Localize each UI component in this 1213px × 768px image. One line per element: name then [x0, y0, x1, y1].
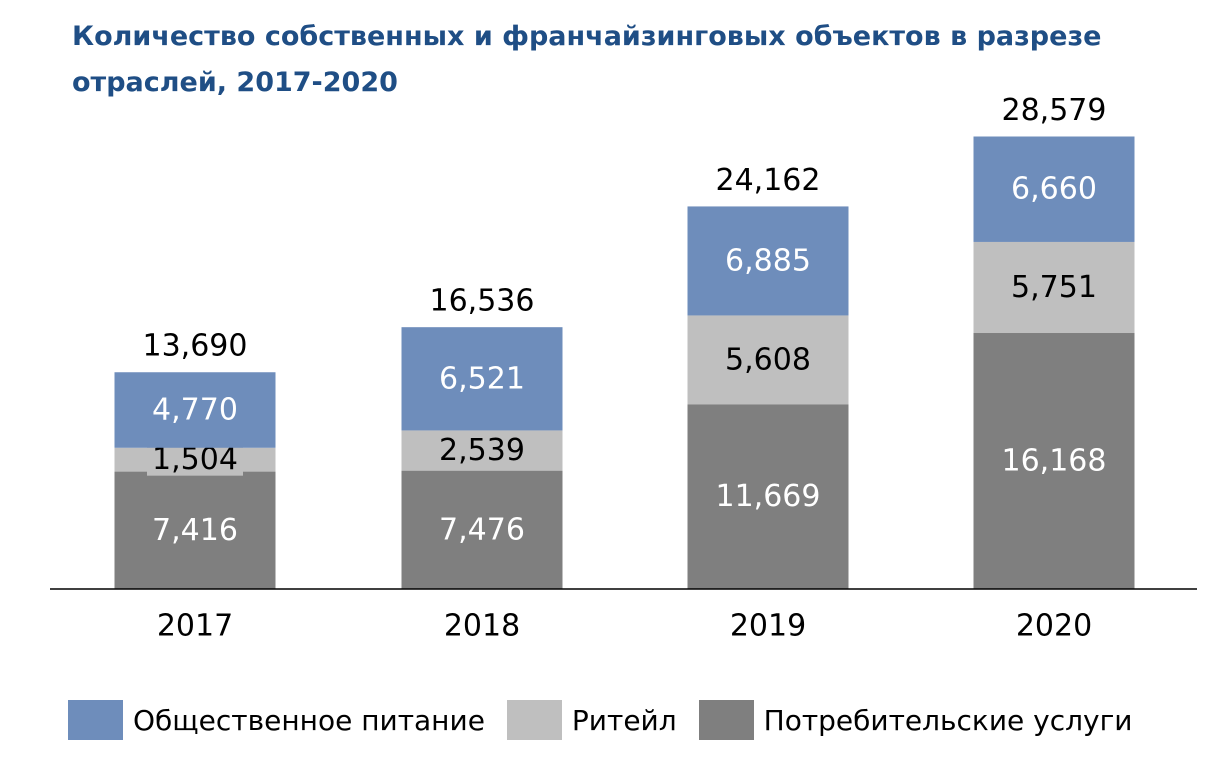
x-tick-label: 2019 [730, 609, 806, 644]
data-label-background [147, 443, 243, 476]
bar-segment [114, 372, 276, 448]
bar-segment [687, 315, 849, 405]
chart-title: Количество собственных и франчайзинговых… [72, 21, 1102, 98]
x-tick-label: 2018 [444, 609, 520, 644]
legend-swatch [68, 700, 123, 740]
data-label: 6,660 [1011, 172, 1097, 207]
data-label: 7,416 [152, 513, 238, 548]
bar-segment [401, 430, 563, 471]
legend-item: Общественное питание [68, 700, 485, 740]
total-label: 24,162 [716, 163, 821, 198]
x-tick-label: 2017 [157, 609, 233, 644]
total-label: 13,690 [143, 329, 248, 364]
legend-label: Потребительские услуги [763, 703, 1133, 737]
legend-item: Ритейл [506, 700, 677, 740]
bar-segment [687, 404, 849, 589]
legend-label: Ритейл [571, 703, 677, 737]
bar-segment [973, 136, 1135, 242]
data-label: 4,770 [152, 393, 238, 428]
x-tick-label: 2020 [1016, 609, 1092, 644]
bar-segment [687, 206, 849, 316]
total-label: 28,579 [1002, 93, 1107, 128]
data-label: 7,476 [439, 512, 525, 547]
legend-swatch [506, 700, 562, 740]
data-label: 16,168 [1002, 444, 1107, 479]
legend-swatch [698, 700, 754, 740]
bar-segment [114, 471, 276, 589]
data-label: 5,608 [725, 342, 811, 377]
bar-segment [401, 327, 563, 431]
data-label: 6,521 [439, 361, 525, 396]
legend: Общественное питание Ритейл Потребительски… [68, 700, 1155, 740]
data-label: 11,669 [716, 479, 821, 514]
data-label: 2,539 [439, 433, 525, 468]
bar-segment [973, 241, 1135, 334]
total-label: 16,536 [430, 284, 535, 319]
bar-segment [401, 470, 563, 589]
data-label: 5,751 [1011, 270, 1097, 305]
data-label: 1,504 [152, 442, 238, 477]
bar-segment [973, 333, 1135, 589]
legend-label: Общественное питание [133, 703, 485, 737]
legend-item: Потребительские услуги [698, 700, 1133, 740]
data-label: 6,885 [725, 243, 811, 278]
